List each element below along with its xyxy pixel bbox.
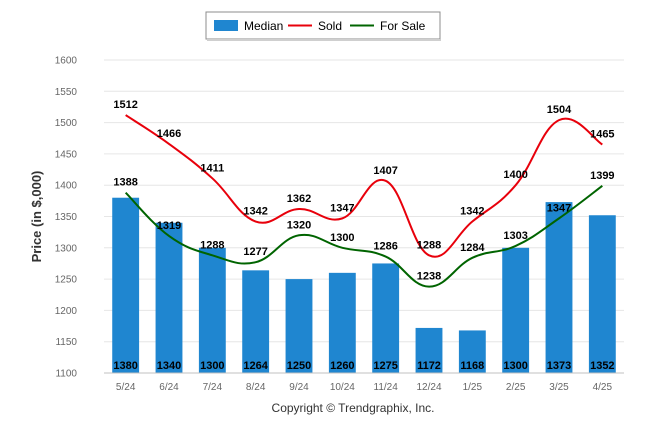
- point-label-sold: 1362: [287, 193, 311, 205]
- bar-value-label: 1264: [243, 360, 268, 372]
- x-tick-label: 8/24: [246, 382, 266, 393]
- y-axis: 1100 1150 1200 1250 1300 1350 1400 1450 1500 1550…: [55, 56, 78, 380]
- y-tick-label: 1150: [55, 337, 77, 348]
- x-axis: 5/24 6/24 7/24 8/24 9/24 10/24 11/24 12/24 1/25 2…: [104, 372, 624, 393]
- copyright-text: Copyright © Trendgraphix, Inc.: [272, 401, 435, 415]
- y-tick-label: 1300: [55, 243, 78, 254]
- x-tick-label: 6/24: [159, 382, 179, 393]
- y-tick-label: 1100: [55, 369, 77, 380]
- x-tick-label: 12/24: [416, 382, 441, 393]
- y-tick-label: 1400: [55, 181, 78, 192]
- bar-value-label: 1352: [590, 360, 614, 372]
- x-tick-label: 11/24: [374, 382, 399, 393]
- legend: Median Sold For Sale: [205, 11, 441, 41]
- bar-median: [155, 222, 183, 373]
- point-label-for-sale: 1277: [243, 246, 267, 258]
- bar-value-label: 1172: [417, 360, 441, 372]
- y-tick-label: 1550: [55, 87, 78, 98]
- line-sold: [125, 114, 603, 258]
- bar-median: [242, 270, 270, 373]
- x-tick-label: 10/24: [330, 382, 355, 393]
- bar-median: [372, 263, 400, 373]
- y-tick-label: 1350: [55, 212, 78, 223]
- legend-swatch-median: [214, 20, 238, 31]
- x-tick-label: 7/24: [203, 382, 223, 393]
- bar-value-label: 1340: [157, 360, 181, 372]
- bar-value-label: 1260: [330, 360, 354, 372]
- grid: [104, 59, 624, 374]
- y-tick-label: 1500: [55, 118, 78, 129]
- median-bars: [112, 197, 616, 373]
- bar-median: [502, 247, 530, 373]
- point-label-for-sale: 1399: [590, 170, 614, 182]
- bar-value-label: 1300: [200, 360, 224, 372]
- point-label-sold: 1347: [330, 202, 354, 214]
- point-label-for-sale: 1388: [113, 177, 137, 189]
- bar-value-label: 1168: [460, 360, 484, 372]
- y-tick-label: 1200: [55, 306, 78, 317]
- bar-value-label: 1373: [547, 360, 571, 372]
- x-tick-label: 1/25: [463, 382, 483, 393]
- point-label-for-sale: 1303: [503, 230, 527, 242]
- point-label-sold: 1465: [590, 129, 614, 141]
- line-for-sale: [124, 185, 603, 288]
- bar-median: [588, 215, 616, 373]
- bar-median: [415, 327, 443, 373]
- point-label-sold: 1342: [243, 206, 267, 218]
- legend-box: [205, 11, 441, 40]
- point-label-for-sale: 1284: [460, 242, 485, 254]
- bar-median: [458, 330, 486, 373]
- point-label-for-sale: 1288: [200, 239, 224, 251]
- point-label-sold: 1411: [200, 162, 224, 174]
- bar-median: [198, 247, 226, 373]
- x-tick-label: 2/25: [506, 382, 526, 393]
- legend-label-for-sale: For Sale: [380, 19, 426, 33]
- bar-value-label: 1300: [503, 360, 527, 372]
- point-label-for-sale: 1300: [330, 232, 354, 244]
- series-lines: [124, 114, 603, 288]
- point-label-sold: 1512: [113, 99, 137, 111]
- point-label-sold: 1466: [157, 128, 181, 140]
- bar-median: [545, 202, 573, 373]
- point-label-for-sale: 1319: [157, 220, 181, 232]
- x-tick-label: 3/25: [549, 382, 569, 393]
- legend-label-median: Median: [244, 19, 283, 33]
- y-tick-label: 1450: [55, 149, 78, 160]
- point-label-for-sale: 1320: [287, 219, 311, 231]
- point-label-for-sale: 1238: [417, 271, 441, 283]
- bar-median: [285, 279, 313, 373]
- bar-value-label: 1380: [113, 360, 137, 372]
- x-tick-label: 9/24: [289, 382, 309, 393]
- bar-median: [112, 197, 140, 373]
- x-tick-label: 4/25: [593, 382, 613, 393]
- y-tick-label: 1250: [55, 275, 78, 286]
- point-label-for-sale: 1347: [547, 202, 571, 214]
- legend-label-sold: Sold: [318, 19, 342, 33]
- y-axis-label: Price (in $,000): [29, 171, 44, 263]
- point-label-sold: 1400: [503, 169, 527, 181]
- point-label-for-sale: 1286: [373, 241, 397, 253]
- y-tick-label: 1600: [55, 56, 78, 67]
- x-tick-label: 5/24: [116, 382, 136, 393]
- bar-value-label: 1250: [287, 360, 311, 372]
- point-label-sold: 1407: [373, 165, 397, 177]
- point-label-sold: 1342: [460, 206, 484, 218]
- point-label-sold: 1288: [417, 239, 441, 251]
- data-labels: 1380 1340 1300 1264 1250 1260 1275 1172 1168 1300…: [113, 99, 614, 372]
- bar-median: [328, 272, 356, 373]
- point-label-sold: 1504: [547, 104, 572, 116]
- bar-value-label: 1275: [373, 360, 397, 372]
